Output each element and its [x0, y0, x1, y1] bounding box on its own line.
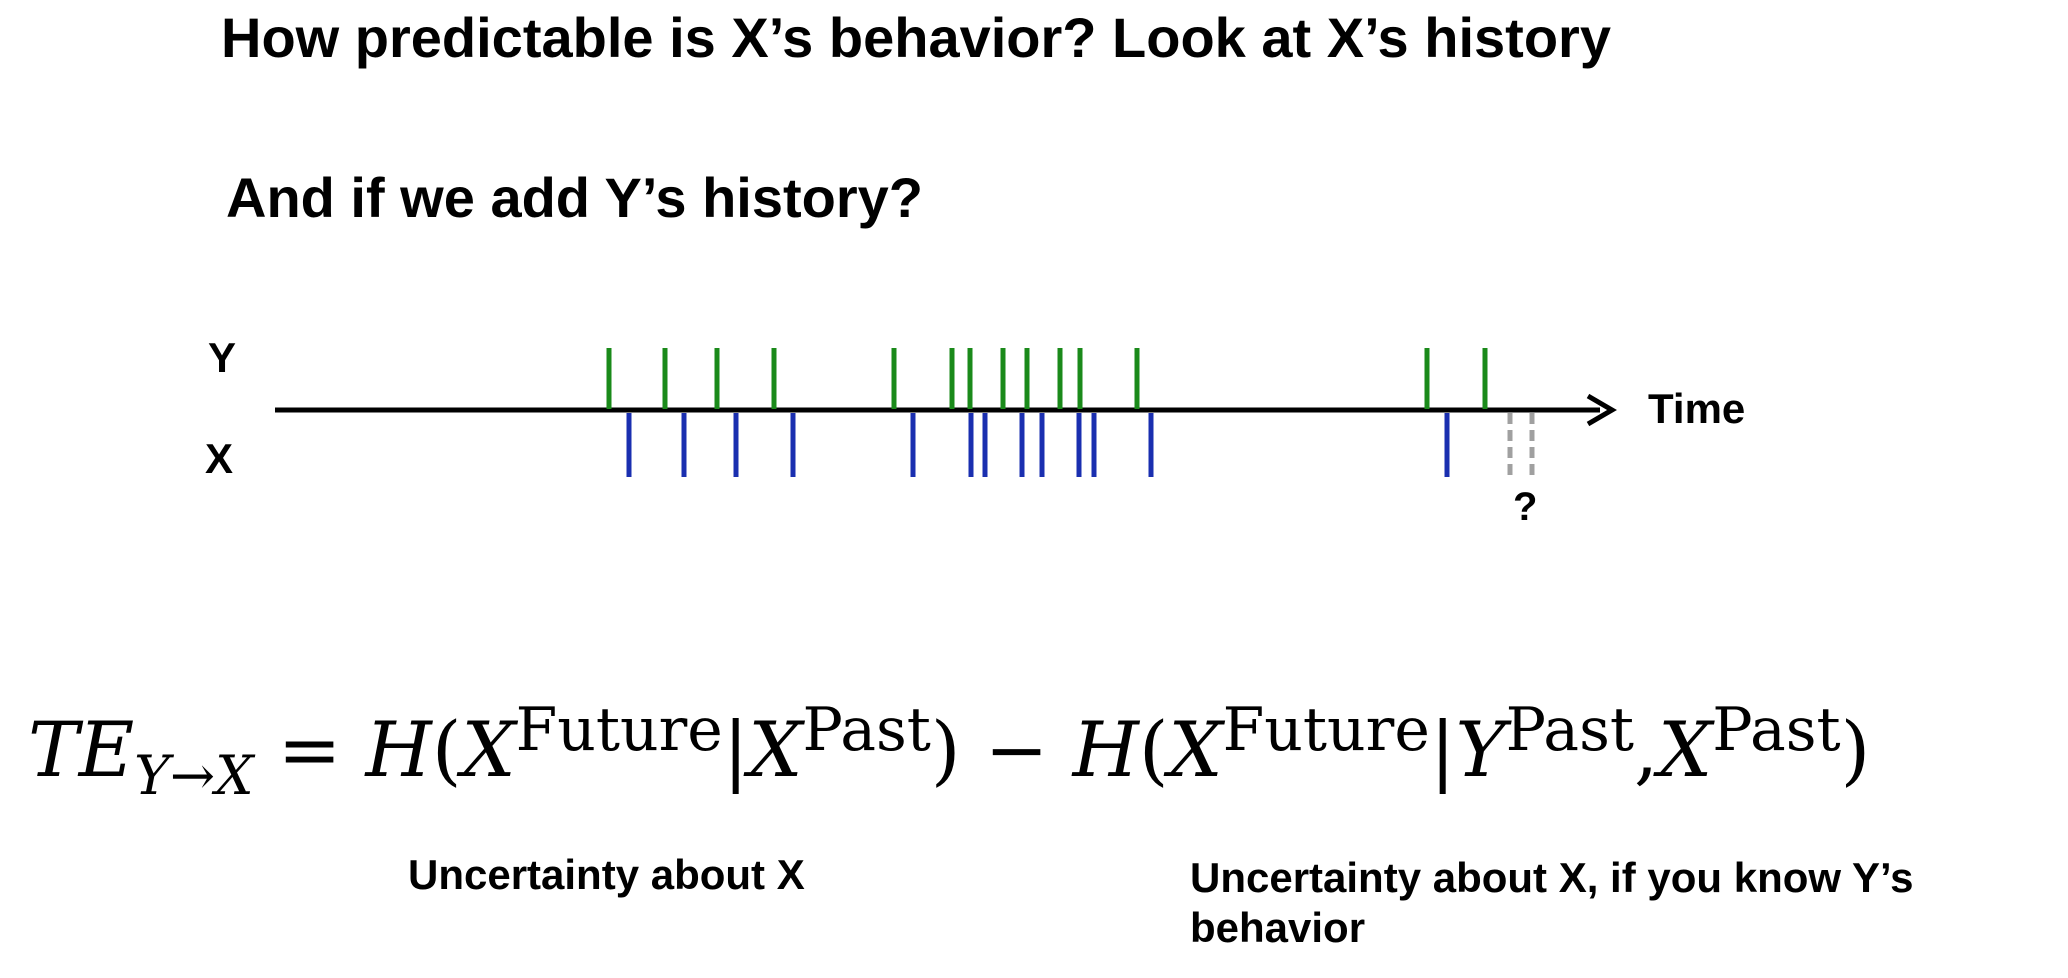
y-spike-train — [606, 348, 1488, 409]
comma: , — [1633, 705, 1659, 794]
time-axis-label: Time — [1648, 385, 1745, 432]
x-future-1: X — [461, 705, 516, 794]
x-spike-train — [626, 413, 1450, 477]
time-axis-arrowhead — [1586, 393, 1617, 427]
caption-uncertainty-x-given-y: Uncertainty about X, if you know Y’s beh… — [1190, 854, 1914, 951]
entropy-h-2: H — [1072, 705, 1139, 794]
y-past: Y — [1455, 705, 1506, 794]
te-symbol: TE — [28, 705, 135, 794]
equals-sign: = — [277, 705, 342, 794]
past-sup-1: Past — [802, 695, 931, 765]
caption-uncertainty-x: Uncertainty about X — [408, 851, 805, 898]
minus-sign: − — [984, 705, 1049, 794]
question-heading: How predictable is X’s behavior? Look at… — [221, 6, 1611, 69]
future-sup-1: Future — [515, 695, 723, 765]
spike-raster-diagram: Y X Time ? — [205, 334, 1745, 529]
x-train-label: X — [205, 435, 233, 482]
unknown-future-spikes — [1507, 413, 1535, 480]
future-sup-2: Future — [1222, 695, 1430, 765]
x-past-1: X — [748, 705, 803, 794]
given-bar-1: | — [722, 705, 749, 794]
transfer-entropy-equation: TEY→X = H(XFuture|XPast) − H(XFuture|YPa… — [28, 700, 1870, 803]
given-bar-2: | — [1429, 705, 1456, 794]
open-paren-1: ( — [431, 705, 462, 794]
past-sup-2: Past — [1505, 695, 1634, 765]
te-subscript: Y→X — [134, 744, 254, 807]
unknown-marker: ? — [1513, 485, 1537, 529]
x-past-2: X — [1658, 705, 1713, 794]
close-paren-1: ) — [930, 705, 961, 794]
followup-heading: And if we add Y’s history? — [226, 166, 923, 229]
close-paren-2: ) — [1840, 705, 1871, 794]
open-paren-2: ( — [1138, 705, 1169, 794]
y-train-label: Y — [208, 334, 236, 381]
entropy-h-1: H — [365, 705, 432, 794]
x-future-2: X — [1168, 705, 1223, 794]
past-sup-3: Past — [1712, 695, 1841, 765]
